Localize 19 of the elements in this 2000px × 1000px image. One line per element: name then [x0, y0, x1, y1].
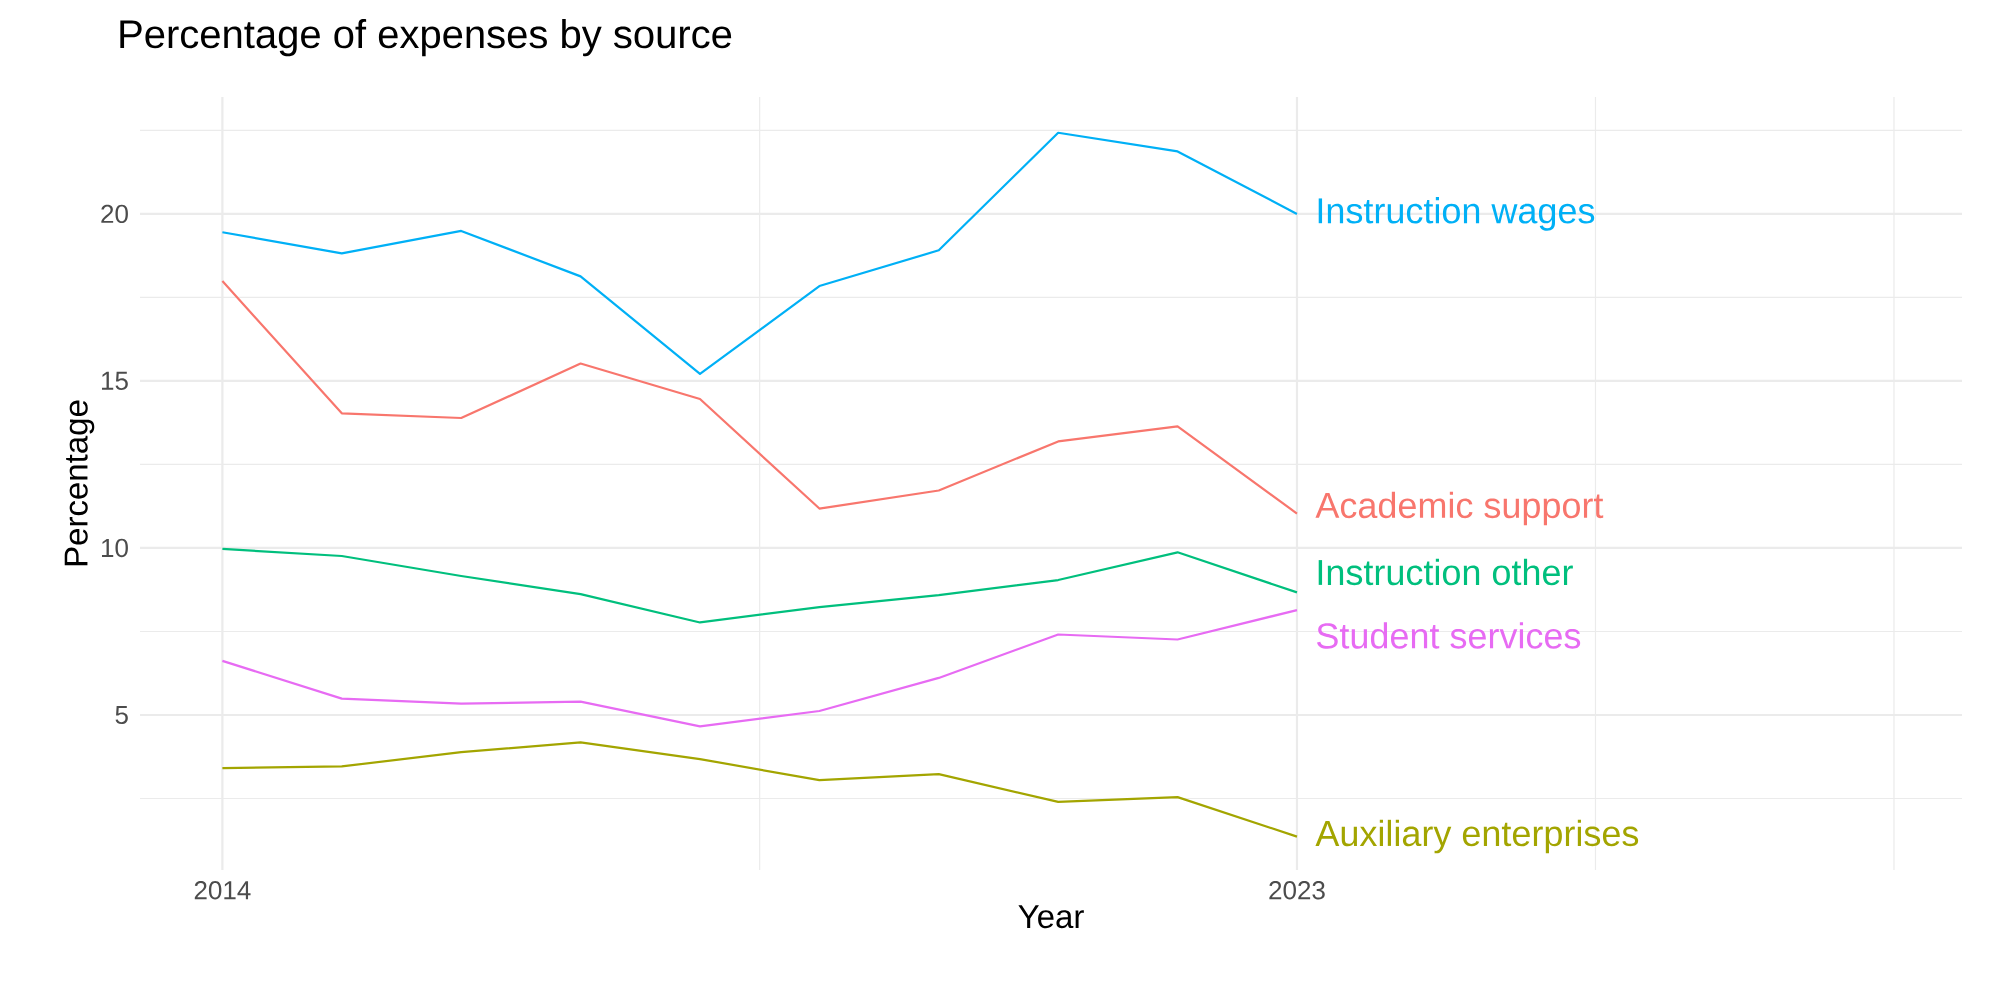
y-tick-label: 10 — [101, 538, 128, 558]
x-axis-title: Year — [1018, 905, 1084, 929]
series-label: Academic support — [1315, 491, 1604, 526]
chart-title: Percentage of expenses by source — [120, 19, 732, 57]
series-label: Instruction wages — [1318, 197, 1595, 231]
x-tick-label: 2023 — [1269, 881, 1325, 900]
line-series — [221, 547, 1299, 624]
line-series — [221, 131, 1299, 376]
line-series — [221, 741, 1299, 838]
y-tick-label: 15 — [101, 371, 128, 390]
x-tick-label: 2014 — [194, 881, 251, 900]
line-series — [221, 279, 1299, 515]
series-label: Instruction other — [1318, 558, 1573, 586]
series-label: Student services — [1317, 622, 1581, 649]
line-series — [221, 609, 1299, 728]
y-axis-title: Percentage — [64, 400, 95, 566]
series-label: Auxiliary enterprises — [1315, 819, 1639, 854]
y-tick-label: 20 — [101, 204, 128, 224]
y-tick-label: 5 — [115, 705, 128, 725]
